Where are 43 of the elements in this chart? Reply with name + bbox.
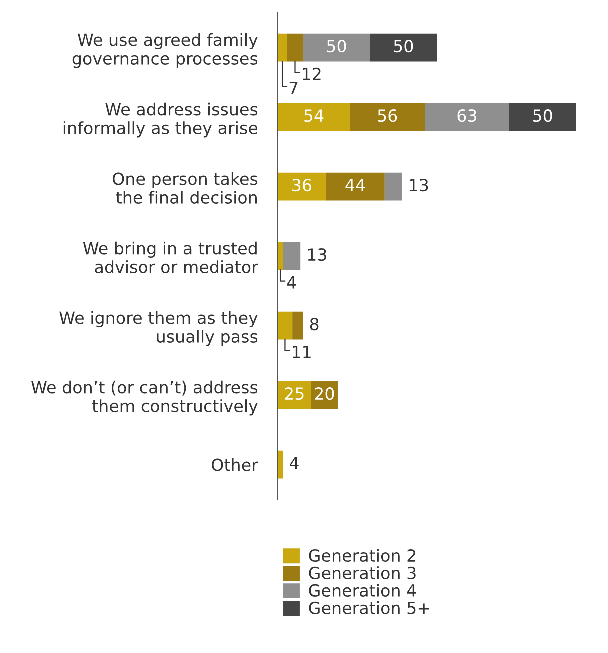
- bar: [278, 34, 288, 62]
- data-label: 54: [304, 110, 324, 122]
- y-tick-label: We ignore them as they usually pass: [60, 311, 258, 346]
- data-label: 50: [534, 110, 552, 122]
- bar: [384, 172, 402, 201]
- data-label: 8: [310, 318, 319, 331]
- data-label: 20: [315, 388, 334, 400]
- bar: [278, 103, 350, 132]
- data-label: 44: [346, 179, 366, 192]
- legend-label: Generation 4: [309, 584, 416, 597]
- data-label: 4: [287, 276, 296, 289]
- data-label: 63: [458, 110, 476, 122]
- bar: [509, 103, 576, 132]
- legend-label: Generation 3: [309, 566, 416, 580]
- legend-label: Generation 5+: [309, 602, 430, 614]
- data-label: 50: [327, 40, 346, 53]
- bar: [303, 34, 370, 62]
- bar: [326, 172, 385, 201]
- bar: [278, 172, 326, 201]
- data-label: 13: [308, 248, 326, 262]
- data-label: 11: [293, 346, 311, 358]
- bar: [292, 312, 304, 340]
- y-tick-label: We don’t (or can’t) address them constructively: [32, 380, 258, 416]
- data-label: 4: [290, 457, 299, 470]
- bar: [350, 103, 426, 132]
- data-label: 56: [378, 110, 398, 122]
- y-tick-label: We address issues informally as they arise: [64, 102, 258, 138]
- data-label: 12: [303, 68, 321, 80]
- data-label: 7: [290, 82, 298, 94]
- bar: [370, 34, 438, 62]
- y-tick-label: Other: [212, 458, 258, 472]
- data-label: 25: [285, 388, 304, 400]
- bar: [287, 34, 304, 62]
- bar: [425, 103, 510, 132]
- data-label: 13: [410, 179, 428, 192]
- bar: [278, 312, 293, 340]
- y-tick-label: We use agreed family governance processes: [72, 33, 258, 68]
- bar: [283, 242, 301, 270]
- y-tick-label: We bring in a trusted advisor or mediator: [83, 242, 258, 274]
- data-label: 36: [292, 179, 312, 192]
- data-label: 50: [394, 40, 414, 53]
- y-tick-label: One person takes the final decision: [112, 172, 258, 204]
- legend-label: Generation 2: [309, 549, 416, 562]
